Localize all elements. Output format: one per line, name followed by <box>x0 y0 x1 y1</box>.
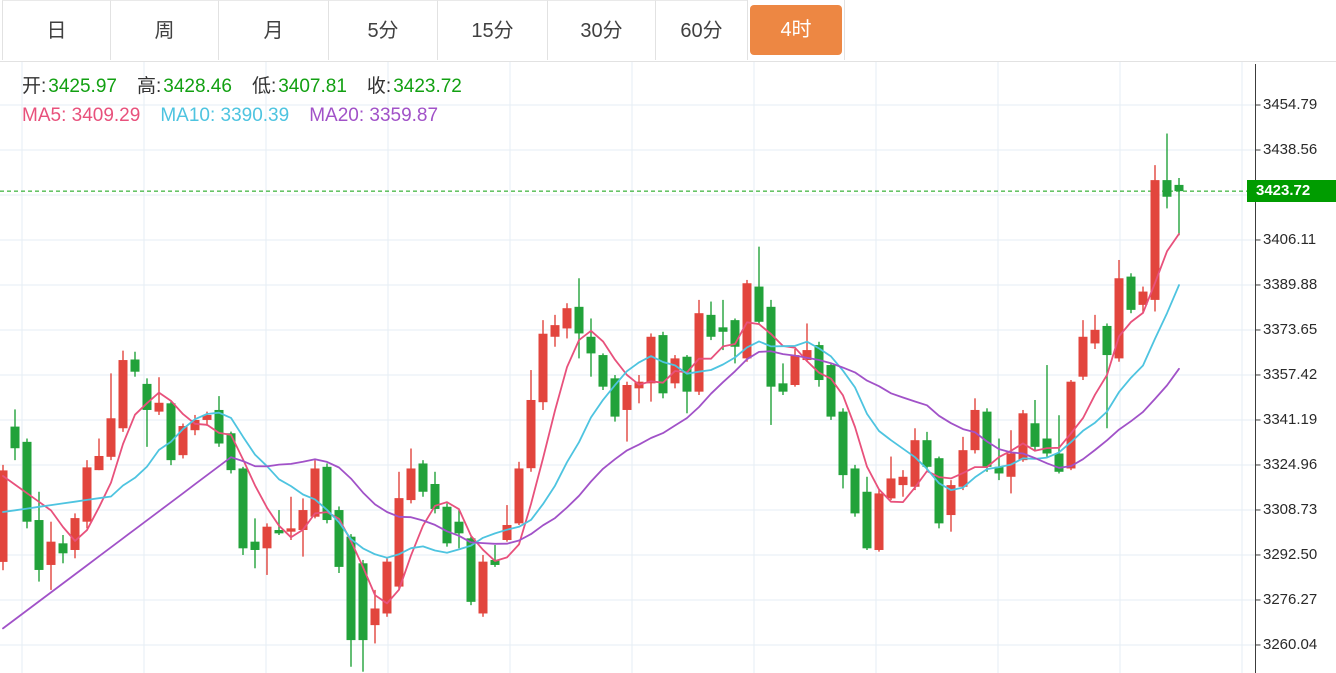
ma-legend-row: MA5: 3409.29 MA10: 3390.39 MA20: 3359.87 <box>22 104 482 128</box>
ohlc-item: 开: 3425.97 <box>22 76 117 97</box>
tab-period-60分[interactable]: 60分 <box>655 0 747 60</box>
ma10-line <box>2 284 1180 559</box>
ma-legend-item: MA20: 3359.87 <box>309 105 439 126</box>
ohlc-legend-row: 开: 3425.97 高: 3428.46 低: 3407.81 收: 3423.72 <box>22 75 482 99</box>
tab-period-日[interactable]: 日 <box>2 0 110 60</box>
price-axis-label: 3292.50 <box>1263 545 1318 563</box>
price-axis-label: 3341.19 <box>1263 410 1318 428</box>
ma-legend-item: MA5: 3409.29 <box>22 105 141 126</box>
ohlc-label: 高: <box>136 76 162 97</box>
ohlc-value: 3428.46 <box>163 76 232 97</box>
price-axis-label: 3438.56 <box>1263 141 1318 158</box>
price-axis-label: 3454.79 <box>1263 96 1318 113</box>
price-axis-label: 3389.88 <box>1263 275 1318 293</box>
ohlc-item: 高: 3428.46 <box>137 76 232 97</box>
tab-period-30分[interactable]: 30分 <box>547 0 655 60</box>
price-axis-label: 3308.73 <box>1263 500 1318 518</box>
candles-layer <box>0 133 1184 672</box>
price-axis-label: 3373.65 <box>1263 320 1318 338</box>
ohlc-value: 3407.81 <box>278 76 347 97</box>
ohlc-value: 3423.72 <box>393 76 462 97</box>
period-tabbar: 日周月 5分 15分 30分 60分 4时 <box>0 0 1336 62</box>
price-axis-label: 3357.42 <box>1263 365 1318 383</box>
price-axis-label: 3260.04 <box>1263 635 1318 653</box>
price-axis-label: 3276.27 <box>1263 590 1318 608</box>
tab-period-5分[interactable]: 5分 <box>328 0 437 60</box>
tab-period-月[interactable]: 月 <box>218 0 328 60</box>
ohlc-label: 开: <box>22 76 47 97</box>
ma-legend-item: MA10: 3390.39 <box>160 105 290 126</box>
ma20-line <box>2 350 1180 630</box>
ohlc-label: 低: <box>251 76 277 97</box>
chart-legend: 开: 3425.97 高: 3428.46 低: 3407.81 收: 3423.72 MA5… <box>22 75 482 133</box>
ohlc-value: 3425.97 <box>48 76 117 97</box>
current-price-tag: 3423.72 <box>1247 180 1336 203</box>
ohlc-label: 收: <box>366 76 392 97</box>
ohlc-item: 低: 3407.81 <box>252 76 347 97</box>
price-axis-label: 3406.11 <box>1263 230 1317 248</box>
tab-period-15分[interactable]: 15分 <box>437 0 547 60</box>
ohlc-item: 收: 3423.72 <box>367 76 462 97</box>
tab-active-pill: 4时 <box>750 5 842 55</box>
price-axis-label: 3324.96 <box>1263 455 1318 473</box>
grid-lines <box>0 62 1256 673</box>
tab-period-4时[interactable]: 4时 <box>747 0 845 60</box>
tab-period-周[interactable]: 周 <box>110 0 218 60</box>
ma5-line <box>2 232 1180 605</box>
